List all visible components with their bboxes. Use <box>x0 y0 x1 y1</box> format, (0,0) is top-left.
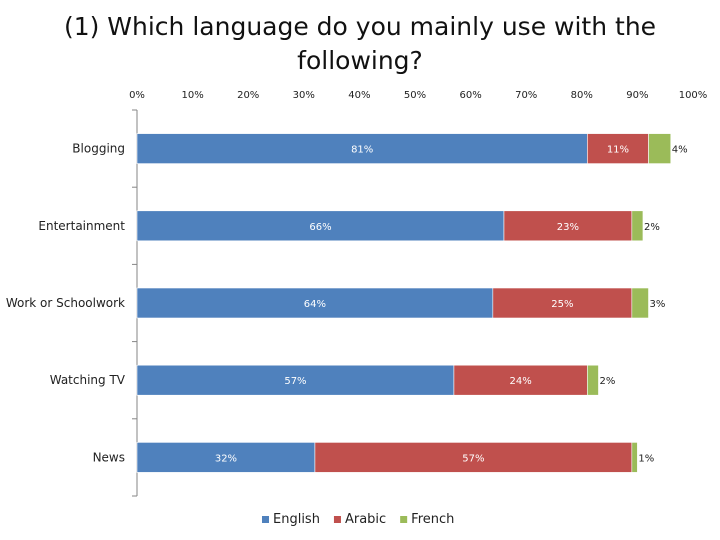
x-tick-label: 80% <box>571 90 593 101</box>
legend: English Arabic French <box>262 512 454 527</box>
category-label: Work or Schoolwork <box>6 296 125 310</box>
x-tick-label: 20% <box>237 90 259 101</box>
bar-segment-arabic <box>314 442 633 473</box>
category-label: Watching TV <box>50 373 126 387</box>
bar-segment-arabic <box>587 133 649 164</box>
data-label: 32% <box>215 453 237 464</box>
bar-segment-arabic <box>503 210 633 242</box>
data-label: 57% <box>462 453 484 464</box>
bar-segment-french <box>631 210 644 242</box>
x-tick-label: 70% <box>515 90 537 101</box>
legend-swatch-french <box>400 516 408 523</box>
data-label: 3% <box>650 299 666 310</box>
legend-swatch-english <box>262 516 269 523</box>
category-label: Blogging <box>72 142 125 156</box>
chart-title: (1) Which language do you mainly use wit… <box>63 12 657 75</box>
bar-segment-french <box>631 442 638 473</box>
data-label: 11% <box>607 145 629 156</box>
labels-layer: 81% 11% 4% 66% 23% 2% 64% 25% 3% 57% 24% 2% 32% 57% 1% <box>215 145 688 465</box>
data-label: 4% <box>672 145 688 156</box>
legend-label: Arabic <box>345 512 386 527</box>
data-label: 24% <box>510 376 532 387</box>
data-label: 57% <box>284 376 306 387</box>
legend-label: French <box>411 512 454 527</box>
data-label: 23% <box>557 222 579 233</box>
bar-segment-french <box>587 364 599 396</box>
data-label: 81% <box>351 145 373 156</box>
bar-segment-arabic <box>453 364 588 396</box>
bar-segment-arabic <box>492 287 633 319</box>
x-tick-label: 40% <box>348 90 370 101</box>
bar-segment-french <box>648 133 672 164</box>
x-tick-label: 60% <box>459 90 481 101</box>
legend-swatch-arabic <box>333 516 341 523</box>
data-label: 64% <box>304 299 326 310</box>
category-label: Entertainment <box>38 219 125 233</box>
data-label: 25% <box>551 299 573 310</box>
data-label: 2% <box>644 222 660 233</box>
x-tick-label: 90% <box>626 90 648 101</box>
bar-segment-english <box>136 364 455 396</box>
data-label: 66% <box>309 222 331 233</box>
bar-segment-english <box>136 287 494 319</box>
x-tick-label: 30% <box>293 90 315 101</box>
category-label: News <box>93 450 125 464</box>
bar-segment-english <box>136 133 588 164</box>
x-tick-label: 0% <box>129 90 145 101</box>
x-tick-label: 10% <box>181 90 203 101</box>
data-label: 2% <box>599 376 615 387</box>
bar-segment-english <box>136 210 505 242</box>
bars-layer <box>136 133 672 473</box>
legend-label: English <box>273 512 320 527</box>
data-label: 1% <box>638 453 654 464</box>
x-tick-label: 100% <box>679 90 708 101</box>
bar-segment-english <box>136 442 316 473</box>
x-tick-label: 50% <box>404 90 426 101</box>
bar-segment-french <box>631 287 649 319</box>
